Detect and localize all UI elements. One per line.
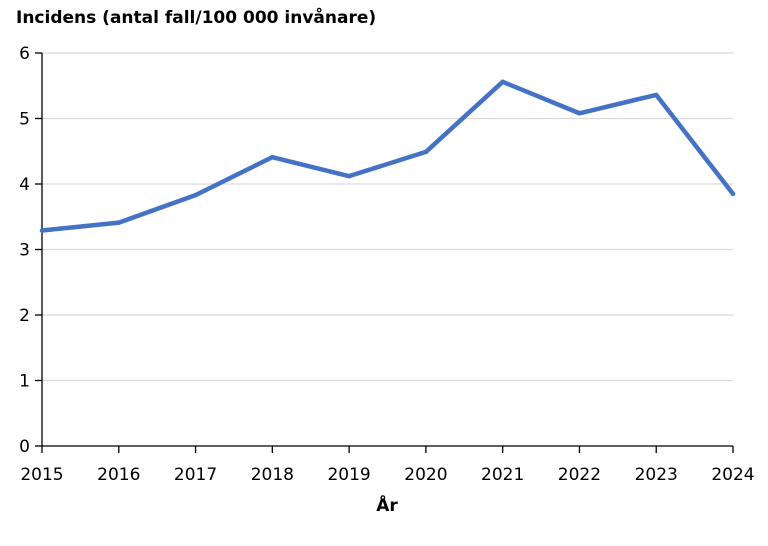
data-point xyxy=(654,92,659,98)
axes xyxy=(35,52,734,453)
x-tick-label: 2019 xyxy=(327,465,370,485)
x-axis-title: År xyxy=(376,493,398,516)
y-tick-label: 4 xyxy=(19,175,30,195)
x-tick-label: 2018 xyxy=(251,465,294,485)
y-tick-label: 3 xyxy=(19,241,30,261)
x-tick-label: 2023 xyxy=(635,465,678,485)
y-tick-label: 2 xyxy=(19,306,30,326)
x-tick-label: 2017 xyxy=(174,465,217,485)
x-tick-label: 2021 xyxy=(481,465,524,485)
tick-labels: 0 1 2 3 4 5 6 2015 2016 2017 2018 2019 2020 2021 2022 2… xyxy=(19,44,754,485)
gridlines xyxy=(42,52,733,382)
y-tick-label: 1 xyxy=(19,372,30,392)
data-point xyxy=(423,149,429,155)
data-point xyxy=(39,228,45,233)
data-point xyxy=(346,173,352,179)
x-tick-label: 2024 xyxy=(711,465,754,485)
x-tick-label: 2022 xyxy=(558,465,601,485)
data-point xyxy=(577,111,582,116)
x-tick-label: 2020 xyxy=(404,465,447,485)
x-tick-label: 2016 xyxy=(97,465,140,485)
y-tick-label: 5 xyxy=(19,110,30,130)
chart-title: Incidens (antal fall/100 000 invånare) xyxy=(16,8,377,28)
data-point xyxy=(193,192,198,198)
data-point xyxy=(270,154,275,160)
series-line xyxy=(39,79,736,233)
series-layer xyxy=(39,79,736,233)
data-point xyxy=(500,79,505,85)
y-tick-label: 0 xyxy=(19,437,30,457)
data-point xyxy=(730,191,736,197)
y-tick-label: 6 xyxy=(19,44,30,64)
data-point xyxy=(116,220,121,225)
x-tick-label: 2015 xyxy=(20,465,63,485)
